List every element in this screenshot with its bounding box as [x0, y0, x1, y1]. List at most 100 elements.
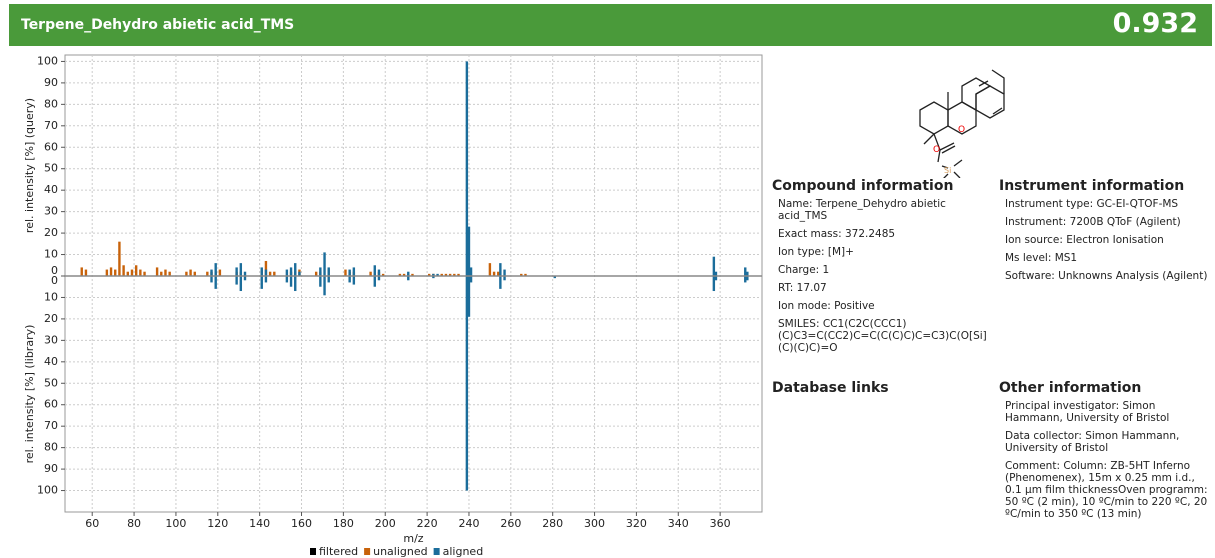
info-item: Ion mode: Positive	[778, 300, 875, 312]
heading: Compound information	[772, 178, 954, 194]
peak	[344, 269, 347, 276]
peak	[285, 269, 289, 276]
peak	[499, 276, 502, 289]
peak	[294, 276, 297, 292]
items: Principal investigator: Simon Hammann, U…	[1002, 400, 1211, 520]
x-tick-label: 280	[542, 517, 563, 530]
peak	[193, 271, 196, 276]
heading: Other information	[999, 380, 1142, 396]
heading: Instrument information	[999, 178, 1185, 194]
x-axis-label: m/z	[403, 532, 423, 545]
peak	[285, 276, 289, 283]
peak	[488, 263, 492, 276]
atom-label: O	[958, 125, 965, 135]
peak	[289, 267, 293, 276]
peak	[189, 269, 192, 276]
peak	[467, 276, 471, 317]
peak	[84, 269, 88, 276]
info-item: RT: 17.07	[778, 282, 827, 294]
y-tick-label: 50	[44, 162, 58, 175]
peak	[243, 276, 247, 281]
peak	[264, 269, 268, 276]
legend-swatch	[364, 548, 371, 555]
legend-label: aligned	[443, 545, 484, 558]
peak	[369, 271, 372, 276]
peak	[714, 271, 718, 276]
peak	[130, 269, 134, 276]
items: Name: Terpene_Dehydro abietic acid_TMS Ex…	[775, 198, 992, 354]
peak	[122, 265, 125, 276]
peak	[160, 271, 163, 276]
legend-swatch	[433, 548, 440, 555]
peak	[260, 276, 263, 289]
other-info: Other information Principal investigator…	[999, 380, 1211, 526]
peak	[402, 273, 406, 276]
peak	[746, 271, 749, 276]
x-tick-label: 320	[626, 517, 647, 530]
peak	[323, 252, 326, 276]
peak	[377, 276, 381, 281]
y-tick-label: 0	[51, 274, 58, 287]
peak	[411, 273, 414, 276]
peak	[348, 276, 351, 283]
peak	[264, 276, 268, 283]
peak	[235, 267, 238, 276]
peak	[377, 269, 381, 276]
legend-label: unaligned	[373, 545, 428, 558]
peak	[503, 269, 506, 276]
x-tick-label: 360	[710, 517, 731, 530]
x-tick-label: 60	[85, 517, 99, 530]
items: Instrument type: GC-EI-QTOF-MS Instrument…	[1002, 198, 1211, 282]
peak	[553, 276, 556, 279]
info-item: Ion source: Electron Ionisation	[1005, 234, 1164, 246]
compound-info: Compound information Name: Terpene_Dehyd…	[772, 178, 992, 360]
header: Terpene_Dehydro abietic acid_TMS 0.932	[9, 4, 1212, 46]
score: 0.932	[1112, 8, 1198, 39]
atom-label: Si	[944, 166, 951, 175]
peak	[164, 269, 167, 276]
peak	[260, 267, 263, 276]
info-item: Instrument type: GC-EI-QTOF-MS	[1005, 198, 1179, 210]
peak	[492, 271, 496, 276]
legend-label: filtered	[319, 545, 358, 558]
peak	[273, 271, 276, 276]
peak	[465, 61, 469, 277]
peak	[327, 267, 330, 276]
x-tick-label: 220	[417, 517, 438, 530]
peak	[407, 276, 410, 281]
peak	[218, 269, 222, 276]
x-tick-label: 180	[333, 517, 354, 530]
peak	[427, 273, 431, 276]
x-tick-label: 200	[375, 517, 396, 530]
x-tick-label: 340	[668, 517, 689, 530]
peak	[168, 271, 171, 276]
peak	[373, 276, 376, 287]
info-item: Principal investigator: Simon Hammann, U…	[1005, 400, 1170, 424]
peak	[352, 276, 356, 285]
y-tick-label: 100	[37, 484, 58, 497]
info-item: SMILES: CC1(C2C(CCC1)(C)C3=C(CC2)C=C(C(C…	[778, 318, 987, 354]
instrument-info: Instrument information Instrument type: …	[999, 178, 1211, 288]
peak	[381, 273, 385, 276]
x-tick-label: 120	[207, 517, 228, 530]
peak	[469, 276, 473, 283]
peak	[444, 273, 448, 276]
peak	[155, 267, 159, 276]
info-item: Data collector: Simon Hammann, Universit…	[1005, 430, 1180, 454]
peak	[214, 276, 217, 289]
y-tick-label: 80	[44, 441, 58, 454]
peak	[210, 276, 213, 283]
info-item: Charge: 1	[778, 264, 830, 276]
peak	[134, 265, 138, 276]
peak	[352, 267, 356, 276]
peak	[520, 273, 523, 276]
title: Terpene_Dehydro abietic acid_TMS	[21, 17, 295, 33]
info-item: Exact mass: 372.2485	[778, 228, 896, 240]
y-axis-label: rel. intensity [%] (library)	[23, 325, 36, 464]
y-tick-label: 10	[44, 290, 58, 303]
y-tick-label: 70	[44, 119, 58, 132]
peak	[373, 265, 376, 276]
peak	[744, 276, 747, 283]
x-tick-label: 100	[165, 517, 186, 530]
peak	[243, 271, 247, 276]
